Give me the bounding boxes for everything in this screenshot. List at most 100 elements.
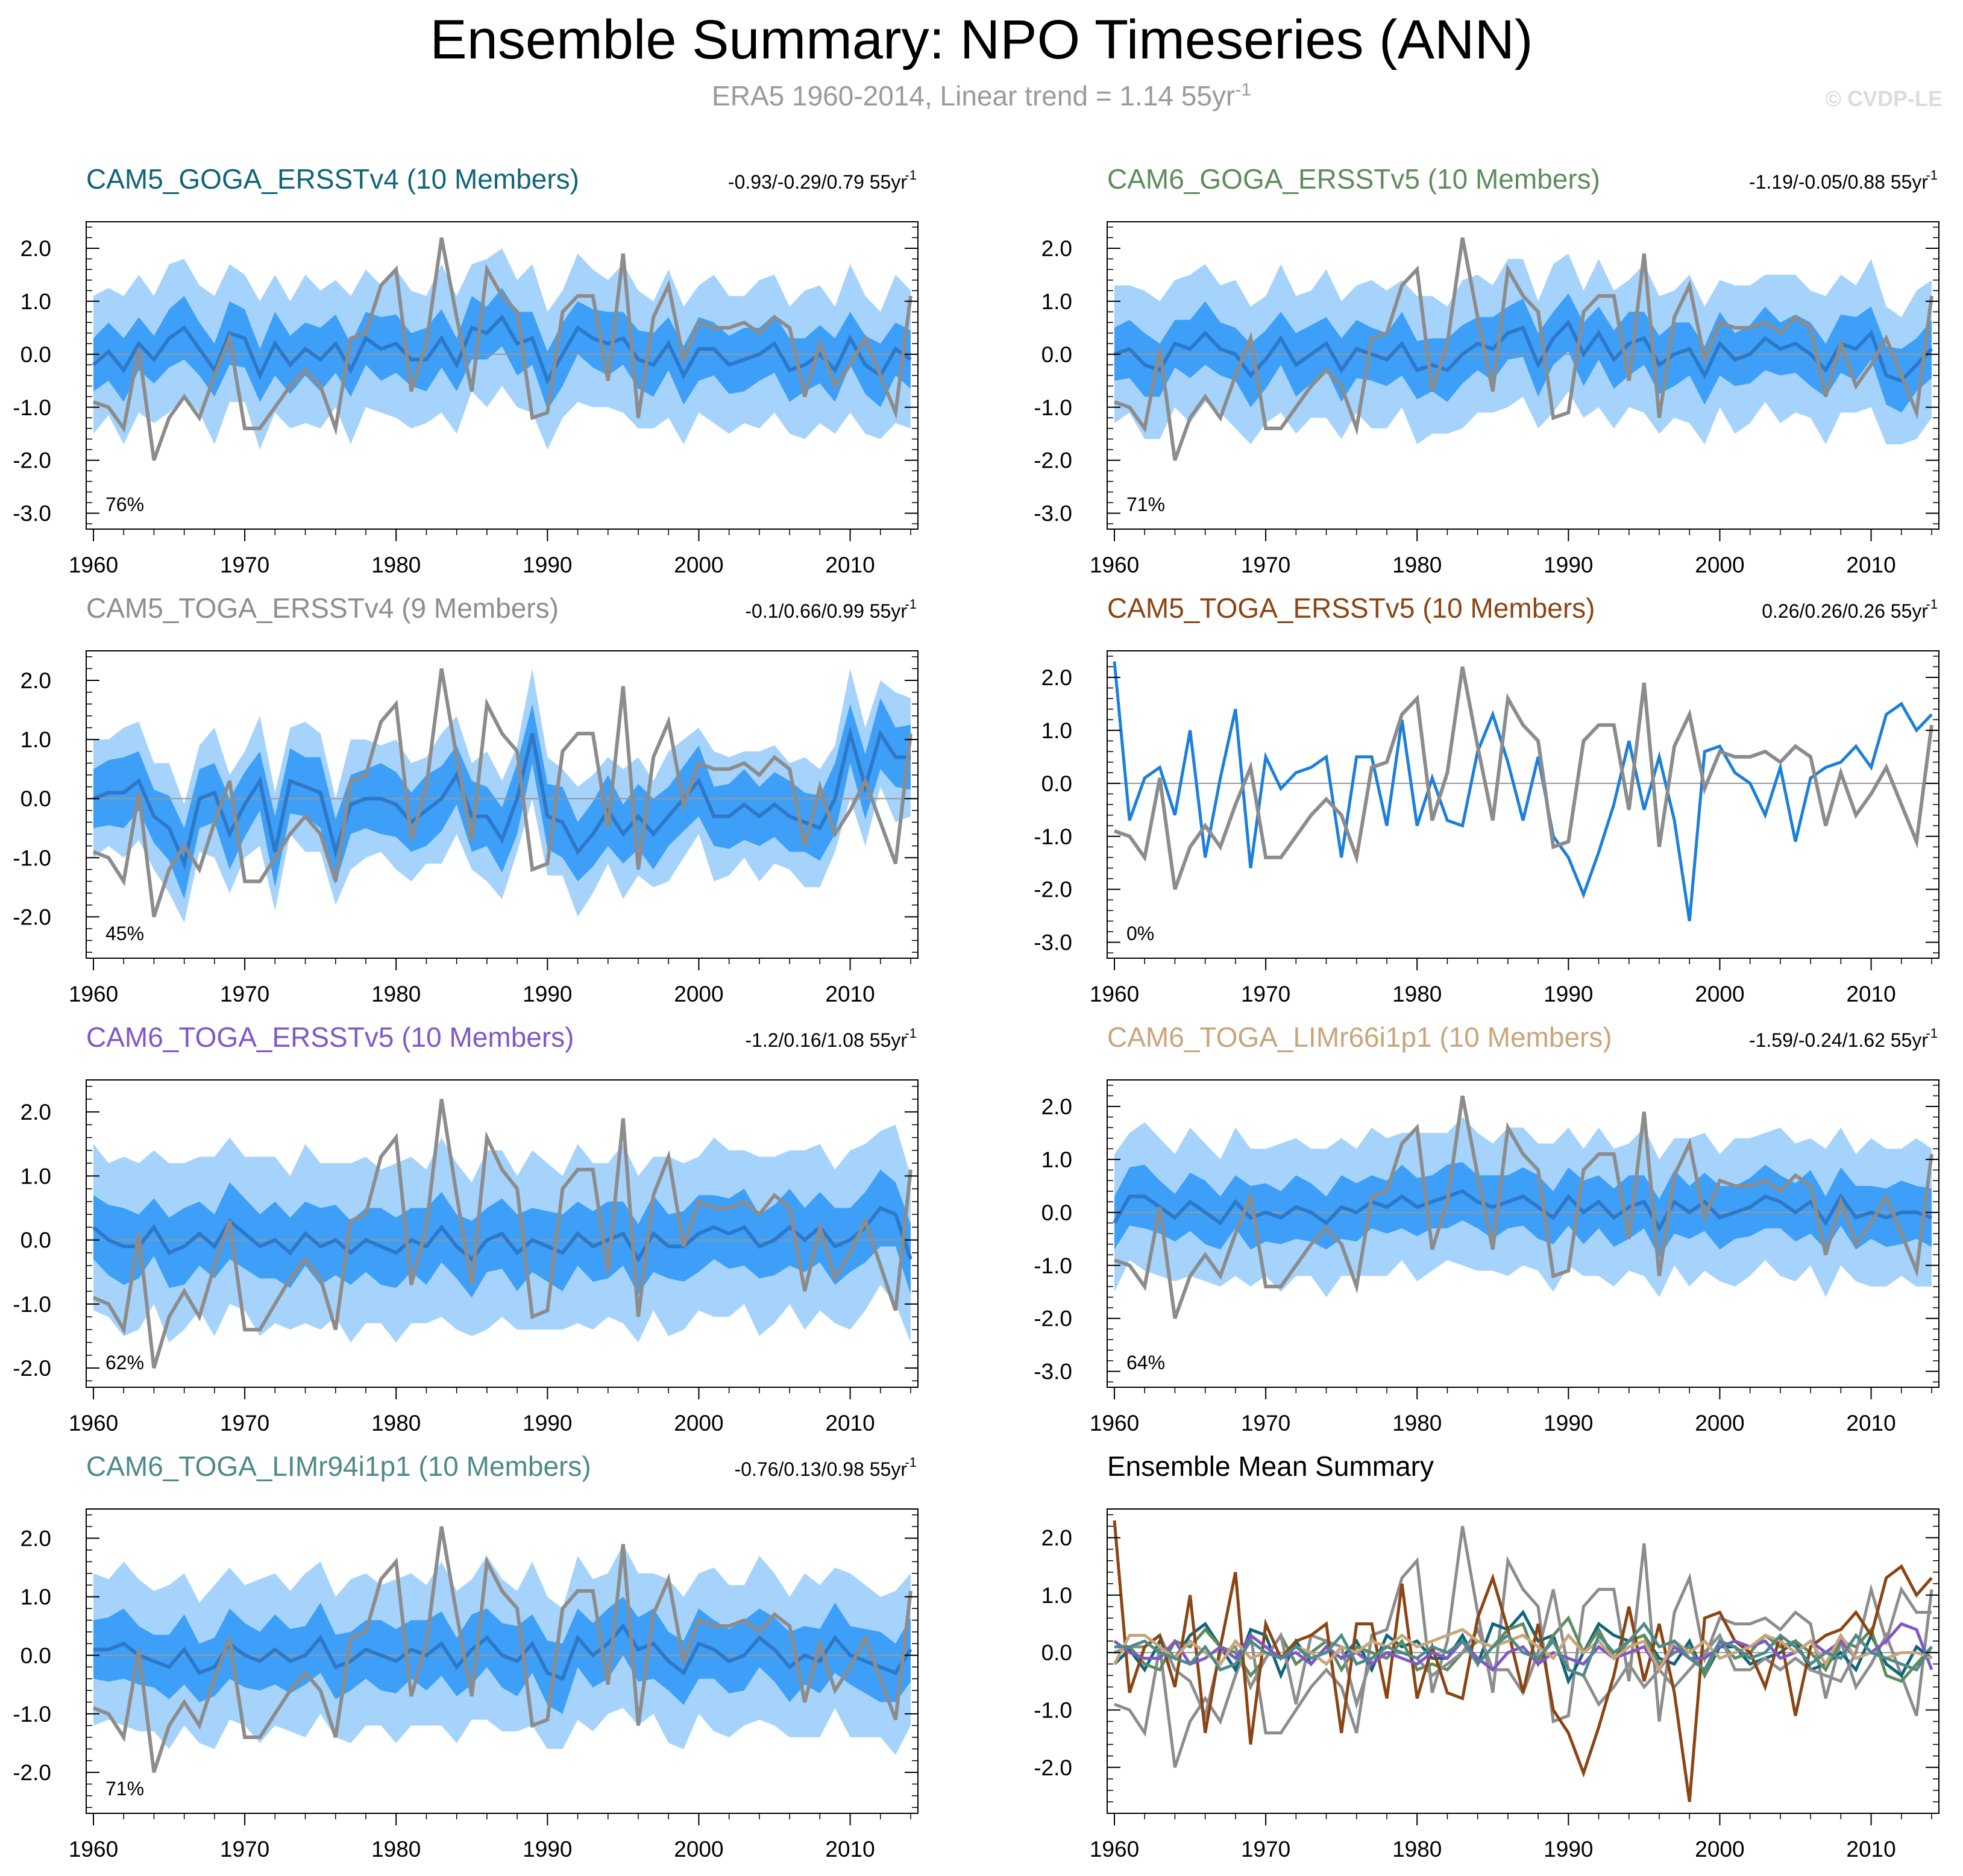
panel-trend-sup: -1: [1926, 1026, 1938, 1041]
y-tick-label: 0.0: [20, 1643, 51, 1668]
summary-series-line-cam5-toga-v5: [1113, 1520, 1933, 1802]
x-tick-label: 1990: [523, 1411, 572, 1435]
x-tick-label: 1990: [1544, 1411, 1593, 1435]
y-tick-label: 2.0: [20, 236, 51, 261]
y-tick-label: -3.0: [1034, 1360, 1072, 1384]
plot-frame: [86, 650, 919, 959]
x-tick-label: 1980: [371, 1837, 421, 1862]
y-tick-label: 0.0: [1041, 342, 1072, 367]
summary-series-line-cam6-toga-lim94: [1114, 1621, 1933, 1678]
panel-trend-sup: -1: [1926, 168, 1938, 183]
ensemble-mean-line: [92, 314, 912, 385]
obs-series-line: [92, 1099, 912, 1369]
x-tick-label: 1980: [371, 553, 421, 577]
panel-title: CAM5_TOGA_ERSSTv5 (10 Members): [1107, 592, 1595, 624]
percent-label: 64%: [1126, 1352, 1165, 1373]
x-tick-label: 1960: [69, 1411, 118, 1435]
obs-series-line: [1114, 237, 1933, 461]
obs-series-line: [1114, 666, 1933, 890]
x-tick-label: 1970: [1241, 553, 1290, 577]
x-tick-label: 1980: [371, 1411, 421, 1435]
panel-trend: -0.1/0.66/0.99 55yr: [745, 600, 907, 622]
y-tick-label: 2.0: [20, 1100, 51, 1125]
panel-cam5-toga-v4: CAM5_TOGA_ERSSTv4 (9 Members) -0.1/0.66/0…: [13, 592, 919, 1006]
y-tick-label: 0.0: [20, 1228, 51, 1253]
x-tick-label: 2000: [674, 1411, 723, 1435]
x-tick-label: 1980: [371, 982, 421, 1006]
y-tick-label: 1.0: [20, 727, 51, 752]
x-tick-label: 1960: [1090, 1411, 1139, 1435]
x-tick-label: 1960: [69, 1837, 118, 1862]
panel-cam6-toga-v5: CAM6_TOGA_ERSSTv5 (10 Members) -1.2/0.16/…: [13, 1021, 919, 1435]
y-tick-label: 1.0: [20, 1164, 51, 1188]
outer-spread-band: [93, 248, 911, 450]
y-tick-label: -1.0: [13, 845, 51, 870]
y-tick-label: -3.0: [13, 501, 51, 526]
panel-title: CAM6_GOGA_ERSSTv5 (10 Members): [1107, 163, 1600, 195]
panel-title: CAM6_TOGA_ERSSTv5 (10 Members): [86, 1021, 574, 1053]
plot-frame: [86, 1079, 919, 1388]
y-tick-label: 0.0: [1041, 771, 1072, 796]
x-tick-label: 2010: [1846, 1411, 1895, 1435]
x-tick-label: 2000: [1695, 553, 1744, 577]
percent-label: 45%: [105, 923, 144, 944]
page-title: Ensemble Summary: NPO Timeseries (ANN): [430, 9, 1533, 71]
panel-cam6-toga-lim66: CAM6_TOGA_LIMr66i1p1 (10 Members) -1.59/-…: [1034, 1021, 1939, 1435]
panel-title: CAM5_TOGA_ERSSTv4 (9 Members): [86, 592, 559, 624]
x-tick-label: 1960: [1090, 982, 1139, 1006]
y-tick-label: -1.0: [1034, 1698, 1072, 1722]
y-tick-label: -2.0: [1034, 1755, 1072, 1780]
x-tick-label: 2010: [825, 553, 875, 577]
x-tick-label: 2000: [1695, 1411, 1744, 1435]
x-tick-label: 2010: [825, 1411, 875, 1435]
x-tick-label: 1970: [220, 1411, 269, 1435]
y-tick-label: 0.0: [20, 786, 51, 811]
panel-title: CAM5_GOGA_ERSSTv4 (10 Members): [86, 163, 579, 195]
y-tick-label: -1.0: [1034, 1253, 1072, 1278]
y-tick-label: 1.0: [20, 289, 51, 314]
panel-cam6-toga-lim94: CAM6_TOGA_LIMr94i1p1 (10 Members) -0.76/0…: [13, 1451, 919, 1862]
percent-label: 76%: [105, 494, 144, 515]
x-tick-label: 1960: [69, 982, 118, 1006]
panel-trend: -1.19/-0.05/0.88 55yr: [1749, 171, 1928, 193]
plot-frame: [1107, 1508, 1939, 1814]
y-tick-label: -3.0: [1034, 501, 1072, 526]
y-tick-label: -2.0: [13, 1356, 51, 1381]
panel-cam5-goga: CAM5_GOGA_ERSSTv4 (10 Members) -0.93/-0.2…: [13, 163, 919, 577]
y-tick-label: 2.0: [1041, 1094, 1072, 1119]
plot-area: [1107, 1095, 1939, 1319]
x-tick-label: 2010: [825, 1837, 875, 1862]
x-tick-label: 1970: [220, 1837, 269, 1862]
panel-trend-sup: -1: [905, 1026, 917, 1041]
plot-frame: [1107, 650, 1939, 959]
x-tick-label: 1980: [1392, 553, 1442, 577]
panel-ensemble-mean-summary: Ensemble Mean Summary 2.0 1.0 0.0 -1.0 -2.0 19…: [1034, 1451, 1939, 1862]
panel-trend: 0.26/0.26/0.26 55yr: [1762, 600, 1928, 622]
plot-area: [86, 1526, 918, 1773]
x-tick-label: 1970: [1241, 982, 1290, 1006]
x-tick-label: 1980: [1392, 1411, 1442, 1435]
y-tick-label: -3.0: [1034, 930, 1072, 955]
y-tick-label: -2.0: [13, 905, 51, 929]
y-tick-label: 0.0: [1041, 1640, 1072, 1665]
panel-title: CAM6_TOGA_LIMr94i1p1 (10 Members): [86, 1451, 591, 1482]
panel-trend: -1.2/0.16/1.08 55yr: [745, 1029, 907, 1051]
summary-series-line-cam6-goga: [1114, 1615, 1933, 1683]
panel-cam6-goga: CAM6_GOGA_ERSSTv5 (10 Members) -1.19/-0.0…: [1034, 163, 1939, 577]
x-tick-label: 1970: [1241, 1837, 1290, 1862]
panel-trend: -0.93/-0.29/0.79 55yr: [728, 171, 907, 193]
x-tick-label: 1990: [1544, 1837, 1593, 1862]
percent-label: 0%: [1126, 923, 1154, 944]
y-tick-label: 2.0: [20, 668, 51, 693]
plot-area: [1107, 237, 1939, 461]
y-tick-label: -2.0: [13, 1760, 51, 1785]
x-tick-label: 1990: [523, 553, 572, 577]
plot-area: [86, 237, 918, 461]
panel-trend-sup: -1: [905, 1455, 917, 1470]
member-line: [1113, 661, 1933, 921]
x-tick-label: 1990: [523, 1837, 572, 1862]
outer-spread-band: [93, 668, 911, 923]
percent-label: 71%: [105, 1778, 144, 1799]
y-tick-label: -2.0: [13, 448, 51, 473]
subtitle: ERA5 1960-2014, Linear trend = 1.14 55yr…: [0, 80, 1963, 112]
